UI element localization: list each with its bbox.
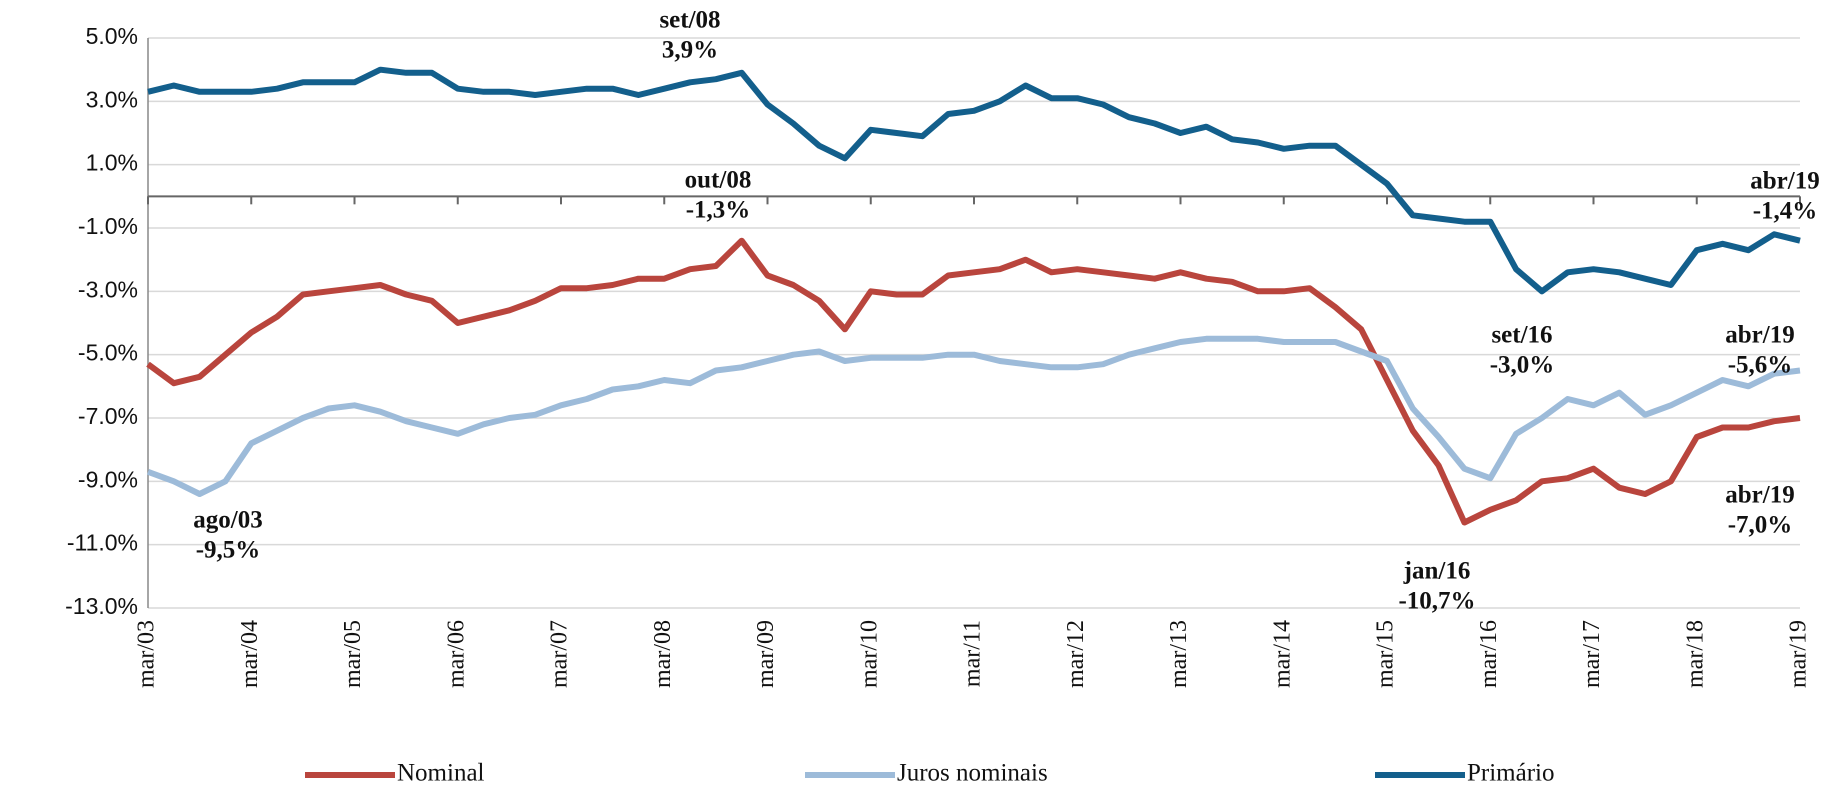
x-tick-label: mar/12 <box>1063 620 1089 688</box>
annotation: -9,5% <box>196 537 261 564</box>
x-tick-label: mar/04 <box>237 620 263 688</box>
annotation: -3,0% <box>1490 352 1555 379</box>
annotation: -7,0% <box>1728 512 1793 539</box>
annotation: abr/19 <box>1750 168 1819 195</box>
x-tick-label: mar/07 <box>547 620 573 688</box>
y-tick-label: 5.0% <box>86 23 138 49</box>
x-tick-label: mar/11 <box>960 620 986 687</box>
x-tick-label: mar/05 <box>340 620 366 688</box>
y-tick-label: -9.0% <box>78 466 138 492</box>
x-tick-label: mar/09 <box>753 620 779 688</box>
x-tick-label: mar/13 <box>1166 620 1192 688</box>
x-tick-label: mar/15 <box>1373 620 1399 688</box>
annotation: -1,4% <box>1753 198 1818 225</box>
annotation: set/08 <box>659 7 720 34</box>
legend-label: Juros nominais <box>897 760 1048 786</box>
annotation: set/16 <box>1491 322 1552 349</box>
y-tick-label: 1.0% <box>86 150 138 176</box>
y-tick-label: -1.0% <box>78 213 138 239</box>
x-tick-label: mar/18 <box>1682 620 1708 688</box>
x-tick-label: mar/08 <box>650 620 676 688</box>
annotation: 3,9% <box>662 37 718 64</box>
annotation: -10,7% <box>1398 588 1475 615</box>
y-tick-label: 3.0% <box>86 86 138 112</box>
y-tick-label: -7.0% <box>78 403 138 429</box>
annotation: out/08 <box>685 167 752 194</box>
annotation: jan/16 <box>1403 558 1471 585</box>
x-tick-label: mar/19 <box>1786 620 1812 688</box>
annotation: -1,3% <box>686 197 751 224</box>
y-tick-label: -3.0% <box>78 276 138 302</box>
x-tick-label: mar/03 <box>134 620 160 688</box>
y-tick-label: -5.0% <box>78 340 138 366</box>
series-line <box>146 237 1801 526</box>
x-tick-label: mar/16 <box>1476 620 1502 688</box>
annotation: abr/19 <box>1725 482 1794 509</box>
x-tick-label: mar/14 <box>1269 620 1295 688</box>
series-line <box>147 66 1801 295</box>
y-tick-label: -13.0% <box>65 593 138 619</box>
y-tick-label: -11.0% <box>67 530 138 556</box>
legend-label: Nominal <box>397 760 485 786</box>
annotation: -5,6% <box>1728 352 1793 379</box>
x-tick-label: mar/06 <box>443 620 469 688</box>
legend-label: Primário <box>1467 760 1555 786</box>
annotation: abr/19 <box>1725 322 1794 349</box>
annotation: ago/03 <box>193 507 262 534</box>
x-tick-label: mar/17 <box>1579 620 1605 688</box>
x-tick-label: mar/10 <box>856 620 882 688</box>
series-line <box>146 335 1801 497</box>
